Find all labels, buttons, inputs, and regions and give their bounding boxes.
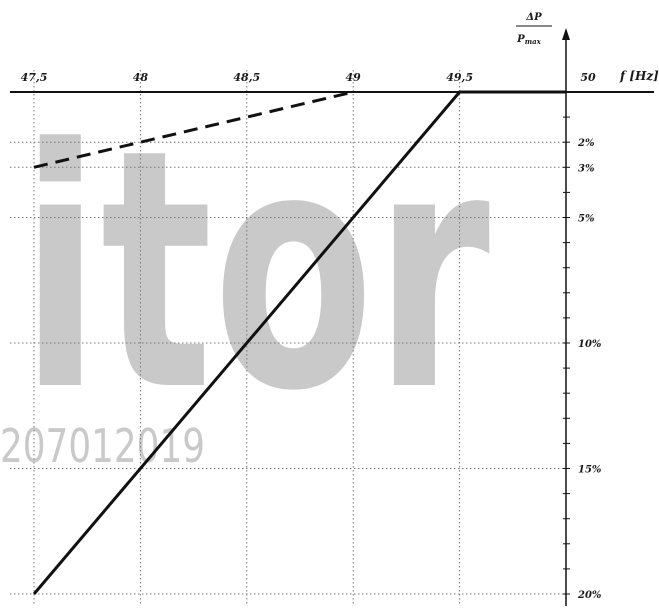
tick-layer: 47,5 48 48,5 49 49,5 50 2% 3% 5% 10% 15% 20% [21, 71, 602, 601]
y-axis-label-denominator: Pmax [516, 34, 541, 46]
watermark: itor 207012019 [0, 79, 492, 473]
x-axis-label: f [Hz] [619, 69, 659, 83]
x-tick-label: 50 [580, 71, 596, 84]
watermark-word: itor [20, 79, 492, 463]
y-axis-label-denominator-letter: P [516, 34, 525, 45]
y-axis-label-numerator: ΔP [525, 12, 542, 23]
y-tick-label: 15% [578, 465, 602, 476]
y-tick-label: 2% [577, 138, 595, 149]
y-axis-arrowhead [562, 28, 570, 40]
x-tick-label: 47,5 [21, 71, 48, 84]
y-axis-label: ΔP Pmax [516, 12, 552, 46]
x-tick-label: 48 [133, 71, 149, 84]
y-tick-label: 5% [578, 214, 595, 225]
solid-series-line [32, 90, 566, 595]
x-tick-label: 49 [346, 71, 362, 84]
grid-layer [10, 70, 566, 606]
x-tick-label: 49,5 [446, 71, 473, 84]
y-tick-label: 10% [578, 339, 602, 350]
dashed-series-line [33, 90, 354, 169]
x-tick-label: 48,5 [233, 71, 260, 84]
y-tick-label: 3% [578, 163, 595, 174]
y-axis-label-denominator-sub: max [525, 37, 542, 46]
y-tick-label: 20% [577, 590, 602, 601]
series-layer [32, 90, 566, 595]
